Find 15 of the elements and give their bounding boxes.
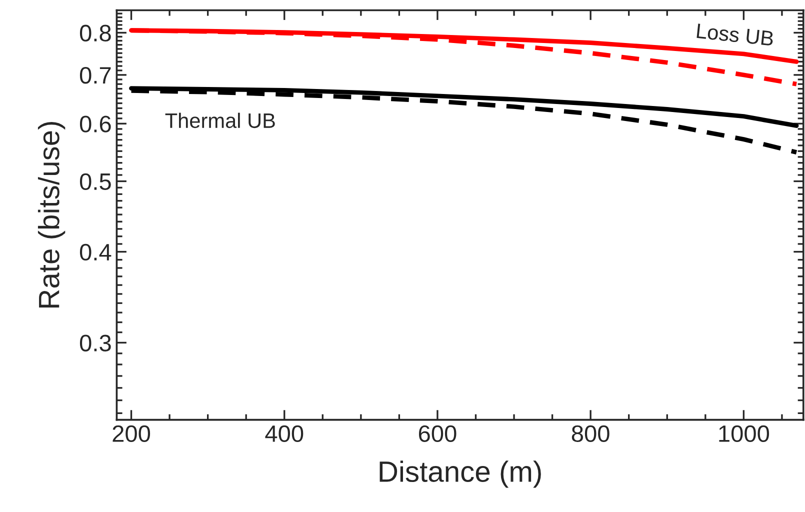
annotation: Thermal UB	[165, 112, 275, 128]
y-tick-label: 0.4	[80, 244, 112, 261]
x-tick-label: 800	[572, 425, 610, 442]
x-axis-title: Distance (m)	[380, 460, 541, 488]
y-tick-label: 0.3	[80, 334, 111, 352]
y-axis-title: Rate (bits/use)	[38, 122, 66, 308]
y-tick-label: 0.6	[80, 116, 111, 132]
x-tick-label: 600	[418, 425, 456, 442]
x-tick-label: 1000	[719, 425, 770, 442]
annotation: Loss UB	[696, 24, 774, 46]
y-tick-label: 0.8	[80, 24, 111, 42]
x-tick-label: 400	[265, 425, 304, 442]
y-tick-label: 0.5	[80, 173, 111, 190]
y-tick-label: 0.7	[80, 66, 111, 84]
x-tick-label: 200	[112, 425, 150, 442]
